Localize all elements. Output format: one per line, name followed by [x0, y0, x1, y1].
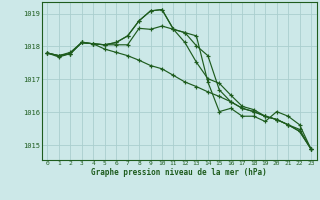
X-axis label: Graphe pression niveau de la mer (hPa): Graphe pression niveau de la mer (hPa)	[91, 168, 267, 177]
